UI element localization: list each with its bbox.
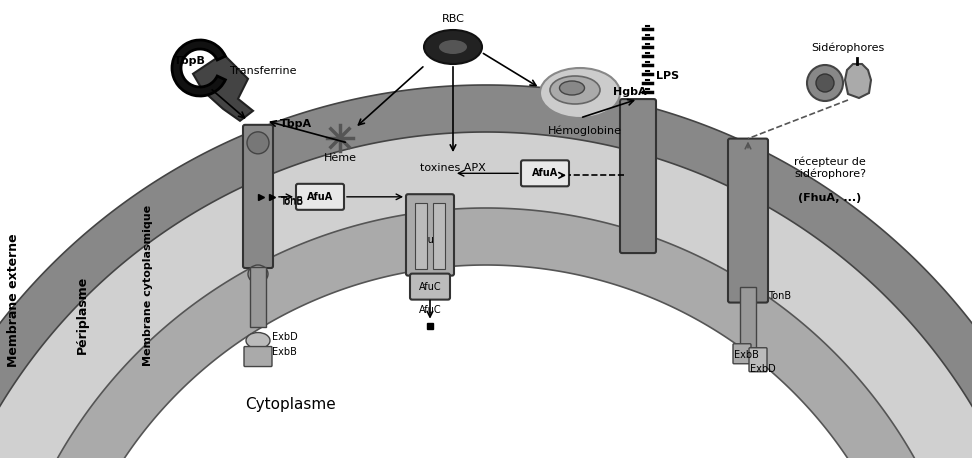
FancyBboxPatch shape: [243, 125, 273, 268]
Polygon shape: [0, 85, 972, 458]
Text: TonB: TonB: [280, 196, 303, 206]
Polygon shape: [845, 64, 871, 98]
Text: Membrane externe: Membrane externe: [7, 233, 19, 367]
Ellipse shape: [248, 265, 268, 283]
Polygon shape: [23, 208, 949, 458]
Circle shape: [807, 65, 843, 101]
Ellipse shape: [560, 81, 584, 95]
Ellipse shape: [424, 30, 482, 64]
FancyBboxPatch shape: [728, 139, 768, 303]
Text: Cytoplasme: Cytoplasme: [245, 398, 335, 413]
Circle shape: [816, 74, 834, 92]
FancyBboxPatch shape: [521, 160, 569, 186]
Text: Hème: Hème: [324, 153, 357, 163]
Text: AfuB: AfuB: [419, 235, 441, 245]
FancyBboxPatch shape: [620, 99, 656, 253]
Ellipse shape: [439, 40, 467, 54]
Bar: [250, 267, 266, 327]
Ellipse shape: [246, 333, 270, 349]
Text: LPS: LPS: [656, 71, 679, 81]
Text: AfuA: AfuA: [532, 168, 558, 178]
Text: ExbB: ExbB: [272, 347, 296, 356]
Wedge shape: [172, 40, 226, 96]
Text: AfuA: AfuA: [307, 192, 333, 202]
Text: Périplasme: Périplasme: [76, 276, 88, 354]
Polygon shape: [0, 132, 972, 458]
FancyBboxPatch shape: [244, 347, 272, 366]
Text: ExbD: ExbD: [272, 332, 297, 342]
FancyBboxPatch shape: [406, 194, 454, 276]
Text: ExbD: ExbD: [750, 364, 776, 374]
Text: HgbA: HgbA: [613, 87, 646, 97]
Text: Sidérophores: Sidérophores: [812, 43, 885, 53]
Text: ExbB: ExbB: [734, 350, 759, 360]
Text: Membrane cytoplasmique: Membrane cytoplasmique: [143, 204, 153, 365]
Bar: [415, 203, 427, 269]
Ellipse shape: [550, 76, 600, 104]
Text: toxines APX: toxines APX: [420, 163, 486, 173]
FancyBboxPatch shape: [410, 273, 450, 300]
Polygon shape: [193, 54, 253, 121]
Text: Hémoglobine: Hémoglobine: [548, 126, 622, 136]
Text: TbpB: TbpB: [174, 56, 206, 66]
Text: TonB: TonB: [280, 197, 303, 207]
Polygon shape: [77, 265, 895, 458]
Ellipse shape: [247, 132, 269, 154]
FancyBboxPatch shape: [733, 344, 751, 364]
Ellipse shape: [540, 68, 620, 118]
Text: TonB: TonB: [768, 290, 791, 300]
Text: récepteur de
sidérophore?: récepteur de sidérophore?: [794, 157, 866, 180]
FancyBboxPatch shape: [749, 348, 767, 372]
Text: (FhuA, ...): (FhuA, ...): [798, 193, 861, 203]
Bar: [433, 203, 445, 269]
Bar: [740, 287, 756, 350]
Text: Transferrine: Transferrine: [230, 66, 296, 76]
Text: AfuC: AfuC: [419, 282, 441, 292]
FancyBboxPatch shape: [296, 184, 344, 210]
Text: RBC: RBC: [441, 14, 465, 24]
Text: TbpA: TbpA: [280, 119, 312, 129]
Text: AfuC: AfuC: [419, 305, 441, 315]
